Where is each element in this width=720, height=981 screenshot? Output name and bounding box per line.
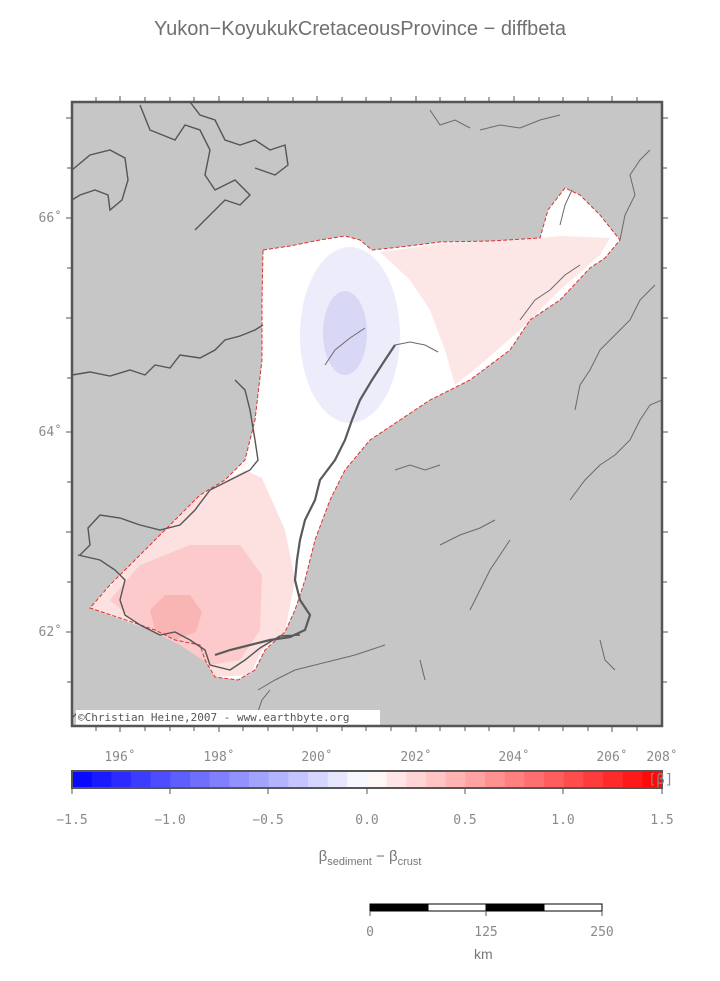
colorbar-cell xyxy=(642,771,663,788)
colorbar-cell xyxy=(347,771,368,788)
colorbar-cell xyxy=(170,771,191,788)
colorbar-cell xyxy=(406,771,427,788)
colorbar-cell xyxy=(544,771,565,788)
credit-text: ©Christian Heine,2007 - www.earthbyte.or… xyxy=(78,711,350,724)
colorbar-cell xyxy=(426,771,447,788)
lat-label: 66˚ xyxy=(39,210,62,226)
major-river xyxy=(214,344,396,657)
colorbar-cell xyxy=(386,771,407,788)
colorbar-axis-title: βsediment − βcrust xyxy=(0,848,720,868)
rivers xyxy=(254,109,662,721)
credit-background xyxy=(76,710,380,725)
colorbar-ticks xyxy=(71,788,663,794)
colorbar-cell xyxy=(622,771,643,788)
colorbar-cell xyxy=(367,771,388,788)
colorbar-cell xyxy=(131,771,152,788)
colorbar-tick-label: −1.0 xyxy=(154,813,185,828)
colorbar-cell xyxy=(327,771,348,788)
colorbar-cell xyxy=(465,771,486,788)
axis-subscript-crust: crust xyxy=(397,856,422,868)
lat-label: 64˚ xyxy=(39,424,62,440)
lon-label: 206˚ xyxy=(596,749,627,765)
lon-label: 204˚ xyxy=(498,749,529,765)
colorbar-tick-label: 1.0 xyxy=(551,813,574,828)
colorbar-unit: [β] xyxy=(648,772,674,788)
colorbar-cell xyxy=(563,771,584,788)
beta-symbol: β xyxy=(318,848,328,865)
colorbar-cell xyxy=(249,771,270,788)
longitude-labels: 196˚ 198˚ 200˚ 202˚ 204˚ 206˚ 208˚ xyxy=(104,749,677,765)
axis-minus: − xyxy=(371,848,389,865)
colorbar-cell xyxy=(485,771,506,788)
colorbar-cell xyxy=(445,771,466,788)
colorbar-cell xyxy=(190,771,211,788)
axis-subscript-sediment: sediment xyxy=(327,856,372,868)
colorbar-cell xyxy=(150,771,171,788)
scale-bar: 0 125 250 xyxy=(366,903,614,940)
scale-label: 250 xyxy=(590,925,613,940)
lon-label: 202˚ xyxy=(400,749,431,765)
anomaly-red-core xyxy=(150,595,202,640)
lon-label: 200˚ xyxy=(301,749,332,765)
colorbar-cell xyxy=(91,771,112,788)
colorbar-tick-label: 0.0 xyxy=(355,813,378,828)
colorbar-tick-label: 1.5 xyxy=(650,813,673,828)
frame-ticks xyxy=(66,96,668,732)
beta-symbol: β xyxy=(388,848,398,865)
lat-label: 62˚ xyxy=(39,624,62,640)
colorbar-cell xyxy=(111,771,132,788)
map-frame xyxy=(70,100,664,728)
province-outline xyxy=(89,187,621,681)
map-content: ©Christian Heine,2007 - www.earthbyte.or… xyxy=(72,102,662,725)
scale-unit: km xyxy=(474,946,493,962)
lon-label: 208˚ xyxy=(646,749,677,765)
colorbar-cell xyxy=(308,771,329,788)
map-title: Yukon−KoyukukCretaceousProvince − diffbe… xyxy=(153,18,567,40)
colorbar-cell xyxy=(72,771,93,788)
colorbar-cell xyxy=(288,771,309,788)
colorbar xyxy=(72,771,663,788)
colorbar-cell xyxy=(524,771,545,788)
colorbar-cell xyxy=(603,771,624,788)
scale-label: 125 xyxy=(474,925,497,940)
anomaly-pink-northeast xyxy=(380,236,610,385)
colorbar-cell xyxy=(583,771,604,788)
colorbar-tick-label: 0.5 xyxy=(453,813,476,828)
latitude-labels: 66˚ 64˚ 62˚ xyxy=(39,210,62,640)
colorbar-tick-label: −0.5 xyxy=(252,813,283,828)
anomaly-blue-inner xyxy=(323,291,367,375)
colorbar-cell xyxy=(504,771,525,788)
lon-label: 196˚ xyxy=(104,749,135,765)
colorbar-tick-label: −1.5 xyxy=(56,813,87,828)
scale-label: 0 xyxy=(366,925,374,940)
colorbar-cell xyxy=(268,771,289,788)
colorbar-labels: −1.5 −1.0 −0.5 0.0 0.5 1.0 1.5 xyxy=(56,813,673,828)
colorbar-cell xyxy=(229,771,250,788)
lon-label: 198˚ xyxy=(203,749,234,765)
colorbar-cell xyxy=(209,771,230,788)
